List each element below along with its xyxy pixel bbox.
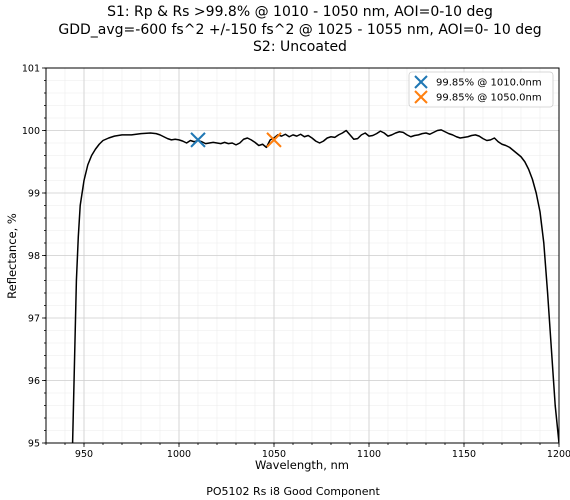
chart-title-line-1: S1: Rp & Rs >99.8% @ 1010 - 1050 nm, AOI… — [107, 4, 493, 20]
x-tick-label: 1200 — [547, 449, 570, 460]
y-tick-label: 97 — [28, 314, 40, 325]
legend-item-2: 99.85% @ 1050.0nm — [414, 90, 542, 104]
legend-box — [408, 71, 554, 108]
major-grid — [46, 67, 560, 444]
series-layer — [71, 129, 559, 443]
chart-title-line-2: GDD_avg=-600 fs^2 +/-150 fs^2 @ 1025 - 1… — [58, 22, 541, 38]
x-tick-label: 1150 — [452, 449, 476, 460]
chart-title-line-3: S2: Uncoated — [253, 39, 347, 55]
y-tick-label: 100 — [22, 126, 40, 137]
y-tick-label: 95 — [28, 439, 40, 450]
y-tick-label: 99 — [28, 189, 40, 200]
legend-label: 99.85% @ 1050.0nm — [436, 93, 542, 104]
x-marker-1010 — [190, 132, 206, 148]
x-axis-label: Wavelength, nm — [255, 458, 349, 472]
x-marker-1050 — [266, 132, 282, 148]
legend-label: 99.85% @ 1010.0nm — [436, 78, 542, 89]
y-axis-ticks: 95 96 97 98 99 100 101 — [22, 64, 46, 450]
legend-item-1: 99.85% @ 1010.0nm — [414, 75, 542, 89]
reflectance-curve — [71, 129, 559, 443]
x-tick-label: 1000 — [167, 449, 191, 460]
x-tick-label: 950 — [75, 449, 93, 460]
x-marker-stroke — [190, 132, 206, 148]
x-marker-stroke — [266, 132, 282, 148]
x-tick-label: 1100 — [357, 449, 381, 460]
x-tick-label: 1050 — [262, 449, 286, 460]
legend: 99.85% @ 1010.0nm 99.85% @ 1050.0nm — [408, 71, 554, 108]
y-axis-label: Reflectance, % — [5, 213, 19, 299]
chart-title: S1: Rp & Rs >99.8% @ 1010 - 1050 nm, AOI… — [58, 4, 541, 55]
legend-marker-icon — [414, 90, 428, 104]
y-tick-label: 101 — [22, 64, 40, 75]
y-tick-label: 98 — [28, 251, 40, 262]
chart-footer: PO5102 Rs i8 Good Component — [206, 485, 380, 498]
legend-marker-icon — [414, 75, 428, 89]
x-axis-ticks: 950 1000 1050 1100 1150 1200 — [45, 443, 570, 460]
y-tick-label: 96 — [28, 376, 40, 387]
